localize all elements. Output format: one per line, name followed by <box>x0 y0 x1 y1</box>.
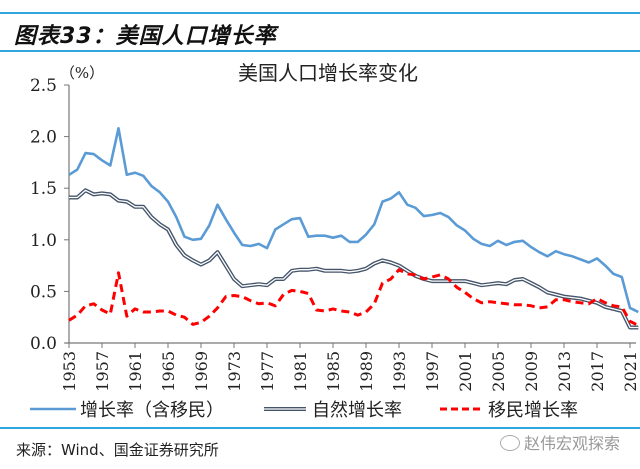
x-tick-label: 2013 <box>555 351 574 392</box>
watermark-text: 赵伟宏观探索 <box>524 434 621 453</box>
x-tick-label: 2005 <box>489 351 508 392</box>
x-tick-label: 1973 <box>225 351 244 392</box>
x-tick-label: 2001 <box>456 351 475 392</box>
x-tick-label: 1965 <box>159 351 178 392</box>
x-tick-label: 1985 <box>324 351 343 392</box>
x-tick-label: 1957 <box>93 351 112 392</box>
y-unit-label: （%） <box>60 64 104 82</box>
x-tick-label: 1981 <box>291 351 310 392</box>
series-line-natural-outer <box>69 188 639 330</box>
bottom-rule <box>0 427 640 429</box>
x-tick-label: 1993 <box>390 351 409 392</box>
wechat-icon <box>500 435 520 451</box>
x-tick-label: 1977 <box>258 351 277 392</box>
series-line-total <box>68 127 639 314</box>
y-tick-label: 0.5 <box>30 282 57 302</box>
line-chart: 美国人口增长率变化 （%） 0.0 0.5 1.0 1.5 2.0 2.5 1953 1957… <box>30 61 640 420</box>
legend-label: 增长率（含移民） <box>80 400 224 420</box>
x-tick-label: 2009 <box>522 351 541 392</box>
x-tick-label: 1961 <box>126 351 145 392</box>
y-tick-label: 2.0 <box>30 128 57 148</box>
series-line-migration <box>68 268 639 327</box>
x-tick-label: 2017 <box>588 351 607 392</box>
watermark: 赵伟宏观探索 <box>500 430 620 454</box>
x-tick-label: 1997 <box>423 351 442 392</box>
y-tick-label: 0.0 <box>30 334 57 354</box>
x-tick-label: 1989 <box>357 351 376 392</box>
y-tick-label: 1.5 <box>30 179 57 199</box>
title-rule <box>0 50 640 52</box>
source-note: 来源：Wind、国金证券研究所 <box>16 441 219 459</box>
x-tick-label: 2021 <box>621 351 640 392</box>
legend-label: 自然增长率 <box>312 400 402 420</box>
y-tick-label: 2.5 <box>30 76 57 96</box>
x-tick-label: 1969 <box>192 351 211 392</box>
y-tick-label: 1.0 <box>30 231 57 251</box>
chart-title: 美国人口增长率变化 <box>238 61 418 85</box>
top-rule <box>0 12 640 14</box>
figure-title: 图表33：美国人口增长率 <box>14 24 277 49</box>
legend-label: 移民增长率 <box>488 400 578 420</box>
series-line-natural-inner <box>69 189 639 329</box>
x-tick-label: 1953 <box>60 351 79 392</box>
